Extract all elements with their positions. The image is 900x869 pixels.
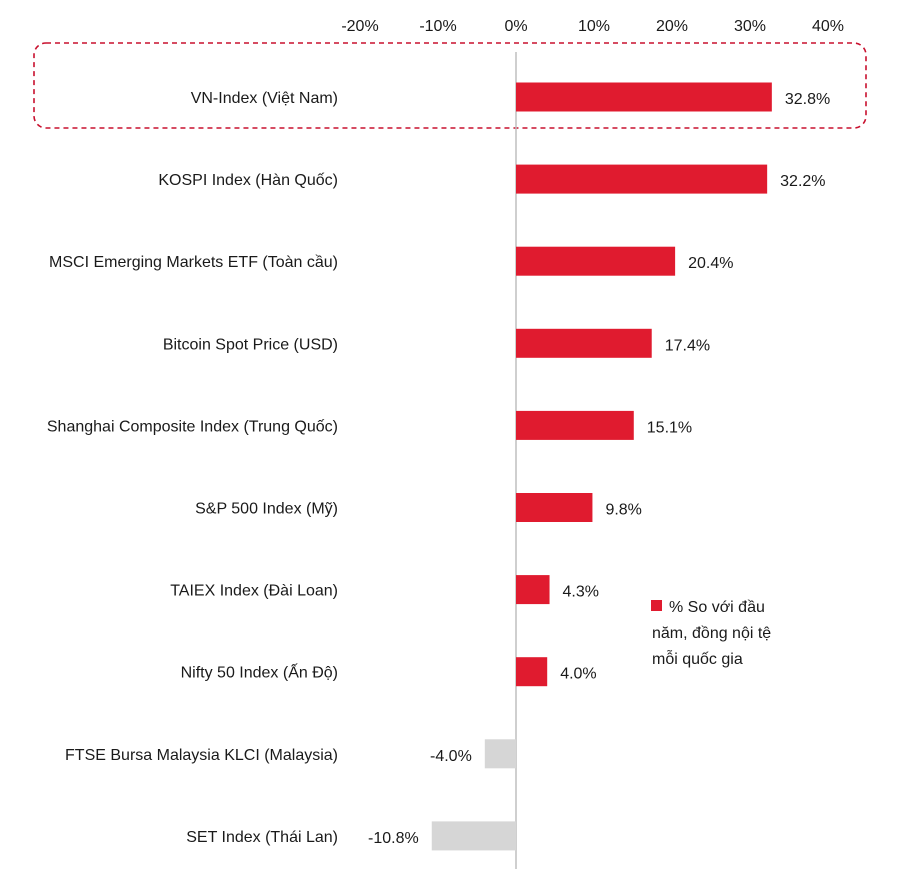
bar	[516, 82, 772, 112]
x-tick-label: 30%	[734, 18, 766, 35]
category-label: KOSPI Index (Hàn Quốc)	[158, 172, 338, 189]
category-label: MSCI Emerging Markets ETF (Toàn cầu)	[49, 254, 338, 271]
value-label: -4.0%	[430, 748, 472, 765]
category-label: SET Index (Thái Lan)	[186, 829, 338, 846]
legend-label: mỗi quốc gia	[652, 649, 743, 668]
value-label: 17.4%	[665, 337, 710, 354]
bar	[516, 328, 652, 358]
value-label: 9.8%	[605, 502, 641, 519]
value-label: 4.0%	[560, 666, 596, 683]
bar	[516, 493, 593, 522]
x-tick-label: 10%	[578, 18, 610, 35]
bars	[431, 82, 772, 851]
bar	[516, 657, 548, 687]
bar	[516, 246, 676, 276]
bar	[516, 164, 768, 194]
bar	[516, 575, 550, 605]
x-tick-label: 20%	[656, 18, 688, 35]
value-label: 20.4%	[688, 255, 733, 272]
value-label: 32.8%	[785, 91, 830, 108]
value-label: -10.8%	[368, 830, 419, 847]
x-tick-label: 0%	[504, 18, 527, 35]
category-label: TAIEX Index (Đài Loan)	[170, 583, 338, 600]
value-labels: 32.8% 32.2% 20.4% 17.4% 15.1% 9.8% 4.3% 4.0% -4.…	[368, 91, 830, 847]
category-label: Shanghai Composite Index (Trung Quốc)	[47, 418, 338, 435]
legend: % So với đầu năm, đồng nội tệ mỗi quốc gia	[651, 599, 771, 668]
x-tick-label: 40%	[812, 18, 844, 35]
category-label: Nifty 50 Index (Ấn Độ)	[181, 663, 338, 682]
category-label: Bitcoin Spot Price (USD)	[163, 336, 338, 353]
highlight-box	[33, 42, 867, 129]
legend-swatch	[651, 600, 662, 611]
value-label: 4.3%	[563, 584, 599, 601]
x-tick-label: -10%	[419, 18, 456, 35]
category-label: VN-Index (Việt Nam)	[191, 90, 338, 107]
bar	[484, 739, 516, 769]
category-label: S&P 500 Index (Mỹ)	[195, 501, 338, 518]
bar	[516, 410, 634, 440]
value-label: 15.1%	[647, 419, 692, 436]
value-label: 32.2%	[780, 173, 825, 190]
category-labels: VN-Index (Việt Nam) KOSPI Index (Hàn Quốc…	[47, 90, 338, 846]
legend-label: % So với đầu	[669, 599, 765, 616]
category-label: FTSE Bursa Malaysia KLCI (Malaysia)	[65, 747, 338, 764]
x-tick-label: -20%	[341, 18, 378, 35]
legend-label: năm, đồng nội tệ	[652, 625, 771, 642]
x-axis-ticks: -20% -10% 0% 10% 20% 30% 40%	[341, 18, 844, 35]
bar	[431, 821, 516, 851]
